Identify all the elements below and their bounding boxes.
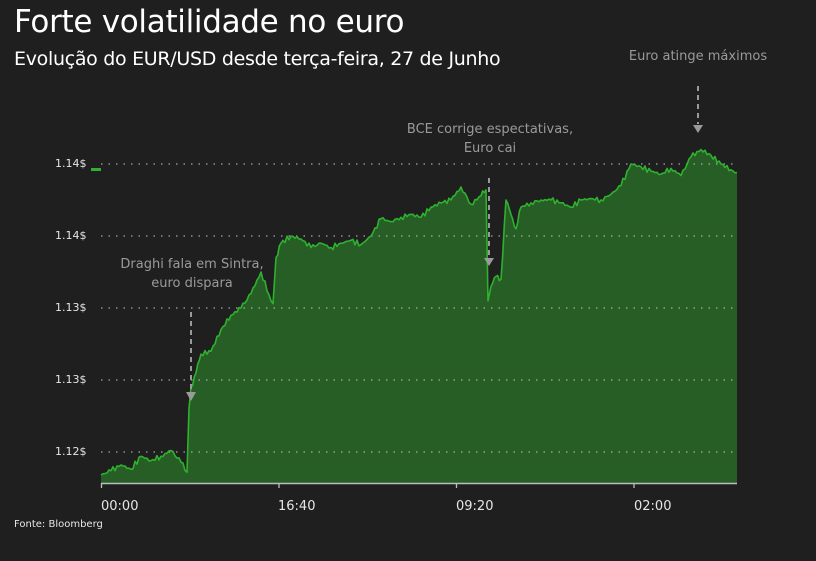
y-tick-label: 1.14$ — [55, 229, 87, 242]
annotation-text: BCE corrige espectativas, — [406, 122, 574, 137]
annotation-text: Euro atinge máximos — [628, 49, 768, 64]
annotation-marker-draghi — [186, 312, 196, 401]
chart-subtitle: Evolução do EUR/USD desde terça-feira, 2… — [14, 48, 501, 70]
annotation-marker-bce — [484, 178, 494, 266]
y-tick-label: 1.12$ — [55, 445, 87, 458]
x-axis-ticks — [100, 483, 635, 488]
x-tick-label: 02:00 — [634, 499, 672, 514]
y-tick-label: 1.13$ — [55, 301, 87, 314]
annotation-draghi: Draghi fala em Sintra, euro dispara — [104, 255, 280, 293]
source-note: Fonte: Bloomberg — [14, 519, 103, 530]
x-tick-label: 00:00 — [101, 499, 139, 514]
price-line — [100, 148, 738, 476]
gridlines — [101, 163, 737, 453]
annotation-text: euro dispara — [151, 276, 233, 291]
annotation-marker-max — [693, 86, 703, 133]
annotation-bce: BCE corrige espectativas, Euro cai — [390, 120, 590, 158]
x-tick-label: 09:20 — [456, 499, 494, 514]
annotation-text: Euro cai — [463, 141, 517, 156]
annotation-text: Draghi fala em Sintra, — [120, 257, 264, 272]
annotation-max: Euro atinge máximos — [615, 47, 781, 66]
y-tick-label: 1.13$ — [55, 373, 87, 386]
x-tick-label: 16:40 — [278, 499, 316, 514]
price-area — [101, 149, 737, 483]
legend-swatch — [91, 168, 101, 171]
y-tick-label: 1.14$ — [55, 157, 87, 170]
chart-title: Forte volatilidade no euro — [14, 4, 405, 40]
